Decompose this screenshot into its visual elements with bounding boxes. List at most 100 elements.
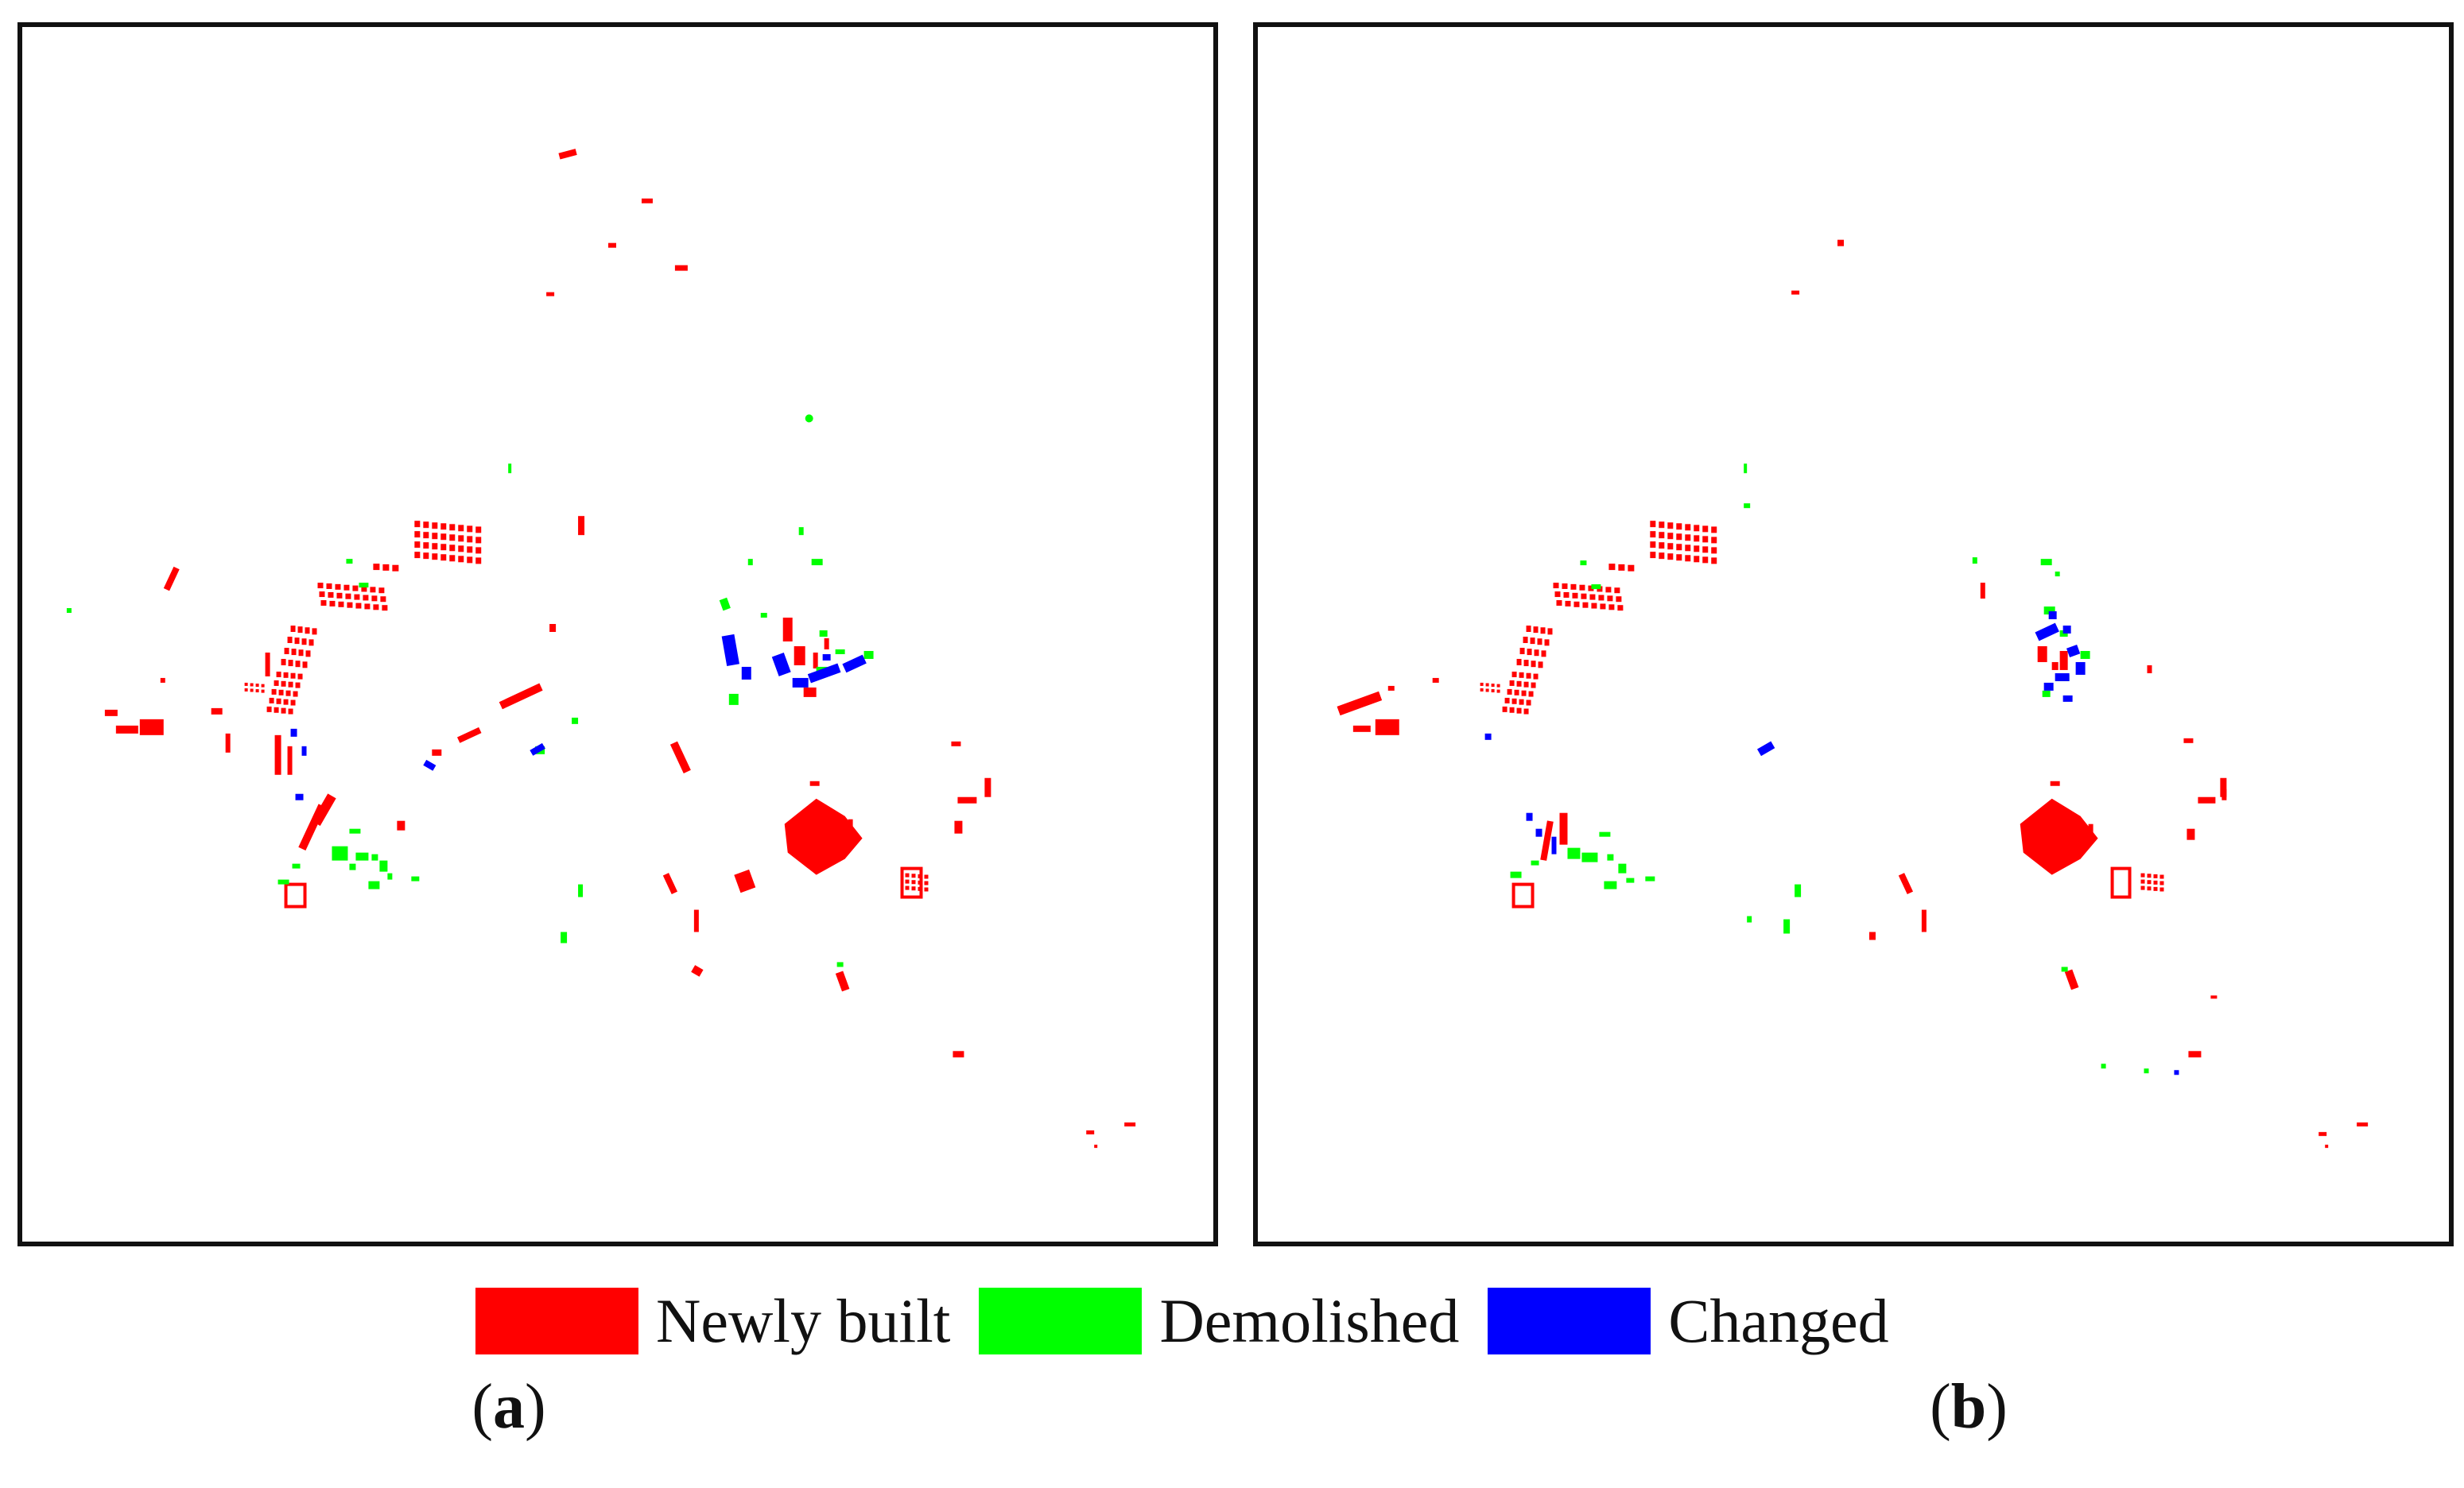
- building-dot: [924, 874, 929, 879]
- changed-regions: [290, 634, 867, 800]
- building-dot: [1523, 660, 1529, 667]
- building-dot: [1531, 661, 1536, 668]
- building-dot: [301, 638, 307, 645]
- building-dot: [458, 525, 464, 532]
- building-dot: [423, 552, 429, 560]
- building-dot: [278, 689, 284, 696]
- building-dot: [1711, 526, 1717, 533]
- building-dot: [1650, 531, 1656, 538]
- building-dot: [449, 544, 456, 552]
- building-dot: [283, 699, 289, 705]
- building-dot: [294, 637, 300, 645]
- building-dot: [432, 553, 438, 560]
- building-dot: [274, 707, 279, 713]
- building-dot: [1519, 672, 1524, 678]
- building-dot: [1685, 534, 1691, 541]
- building-dot: [905, 885, 910, 890]
- legend-item-changed: Changed: [1488, 1285, 1889, 1357]
- demolished-swatch: [979, 1288, 1143, 1354]
- building-dot: [338, 601, 344, 607]
- building-dot: [911, 874, 916, 878]
- building-dot: [1591, 603, 1597, 609]
- building-dot: [290, 699, 296, 706]
- building-dot: [440, 544, 447, 551]
- building-dot: [308, 639, 314, 646]
- building-dot: [1676, 533, 1682, 541]
- building-dot: [1659, 521, 1665, 529]
- building-dot: [2140, 885, 2145, 890]
- building-dot: [288, 660, 293, 667]
- building-dot: [1553, 583, 1559, 589]
- changed-swatch: [1488, 1288, 1651, 1354]
- building-dot: [269, 697, 274, 703]
- building-dot: [244, 688, 248, 692]
- building-dot: [1702, 525, 1709, 533]
- building-dot: [2159, 874, 2164, 879]
- building-dot: [297, 673, 303, 680]
- building-dot: [255, 689, 259, 693]
- building-dot: [440, 523, 447, 530]
- caption-letter-a: a: [493, 1372, 525, 1442]
- building-dot: [298, 649, 304, 657]
- building-dot: [1533, 626, 1539, 634]
- building-dot: [1541, 650, 1546, 657]
- building-dot: [1711, 547, 1717, 554]
- building-dot: [1667, 553, 1674, 560]
- building-dot: [271, 688, 277, 695]
- building-dot: [1608, 564, 1616, 571]
- change-map-a: [66, 149, 1136, 1149]
- building-dot: [1685, 555, 1691, 562]
- building-dot: [1573, 601, 1580, 607]
- building-dot: [1504, 697, 1510, 703]
- building-dot: [1563, 591, 1570, 598]
- building-dot: [1496, 684, 1500, 688]
- building-dot: [1711, 557, 1717, 564]
- building-dot: [1485, 683, 1489, 687]
- building-dot: [1544, 639, 1550, 646]
- building-dot: [1491, 689, 1495, 693]
- building-dot: [449, 524, 456, 531]
- building-dot: [250, 683, 254, 687]
- building-dot: [363, 595, 369, 601]
- building-dot: [1562, 583, 1568, 589]
- building-dot: [1516, 658, 1522, 665]
- building-dot: [255, 684, 259, 688]
- building-dot: [373, 604, 379, 610]
- building-dot: [1530, 637, 1535, 645]
- building-dot: [423, 542, 429, 549]
- building-dot: [1531, 682, 1536, 688]
- legend-item-newly-built: Newly built: [475, 1285, 950, 1357]
- building-dot: [276, 698, 281, 704]
- building-dot: [918, 874, 922, 878]
- building-dot: [281, 658, 286, 665]
- building-dot: [1588, 585, 1594, 591]
- building-dot: [361, 586, 367, 592]
- building-dot: [1607, 595, 1613, 602]
- building-dot: [382, 605, 388, 611]
- building-dot: [1667, 533, 1674, 540]
- building-dot: [1526, 626, 1531, 633]
- building-dot: [1523, 636, 1528, 643]
- building-dot: [1491, 684, 1495, 688]
- newly-built-swatch: [475, 1288, 638, 1354]
- building-dot: [261, 689, 265, 693]
- building-dot: [918, 886, 922, 891]
- legend-label-changed: Changed: [1668, 1286, 1889, 1355]
- demolished-regions: [1510, 463, 2149, 1074]
- building-dot: [905, 873, 910, 878]
- building-dot: [1600, 603, 1606, 610]
- building-dot: [1572, 592, 1578, 599]
- building-dot: [905, 879, 910, 884]
- building-dot: [302, 661, 308, 668]
- building-dot: [370, 587, 376, 593]
- building-dot: [1570, 583, 1577, 590]
- building-dot: [1659, 542, 1665, 549]
- building-dot: [449, 534, 456, 541]
- building-dot: [293, 691, 298, 697]
- building-dot: [1694, 556, 1700, 563]
- building-dot: [2147, 886, 2152, 891]
- building-dot: [423, 532, 429, 539]
- building-dot: [378, 587, 385, 594]
- building-dot: [364, 603, 371, 610]
- building-dot: [291, 649, 297, 656]
